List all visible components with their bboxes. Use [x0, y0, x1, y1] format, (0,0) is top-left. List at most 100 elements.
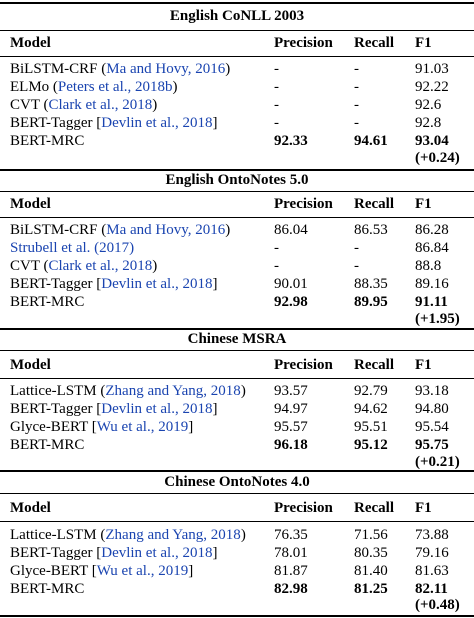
model-cell: BERT-Tagger [Devlin et al., 2018] — [10, 545, 218, 561]
citation-link[interactable]: Ma and Hovy, 2016 — [106, 61, 226, 77]
header-precision: Precision — [274, 357, 333, 373]
model-name: BiLSTM-CRF — [10, 61, 98, 77]
model-name: CVT — [10, 97, 40, 113]
model-name: BERT-Tagger — [10, 401, 93, 417]
section-rule — [0, 493, 474, 494]
header-rule — [0, 378, 474, 379]
header-precision: Precision — [274, 196, 333, 212]
precision-cell: - — [274, 79, 279, 95]
precision-cell: 78.01 — [274, 545, 308, 561]
recall-cell: 95.51 — [354, 419, 388, 435]
table-row: BERT-Tagger [Devlin et al., 2018] - - 92… — [0, 114, 474, 132]
model-cell: Lattice-LSTM (Zhang and Yang, 2018) — [10, 527, 246, 543]
model-cell: BERT-Tagger [Devlin et al., 2018] — [10, 115, 218, 131]
f1-cell: 94.80 — [415, 401, 449, 417]
table-row: BERT-Tagger [Devlin et al., 2018] 90.01 … — [0, 275, 474, 293]
recall-cell: - — [354, 115, 359, 131]
header-recall: Recall — [354, 35, 394, 51]
f1-cell: 93.04 — [415, 133, 449, 149]
f1-cell: 93.18 — [415, 383, 449, 399]
recall-cell: 86.53 — [354, 222, 388, 238]
table-row: BERT-MRC 82.98 81.25 82.11 — [0, 580, 474, 598]
precision-cell: 76.35 — [274, 527, 308, 543]
f1-cell: 92.8 — [415, 115, 442, 131]
header-f1: F1 — [415, 357, 432, 373]
header-model: Model — [10, 500, 51, 516]
f1-cell: 82.11 — [415, 581, 448, 597]
table-row: BERT-MRC 92.98 89.95 91.11 — [0, 293, 474, 311]
citation-link[interactable]: Wu et al., 2019 — [96, 419, 189, 435]
model-cell: BERT-Tagger [Devlin et al., 2018] — [10, 276, 218, 292]
table-row: BERT-MRC 96.18 95.12 95.75 — [0, 436, 474, 454]
model-name: Lattice-LSTM — [10, 383, 97, 399]
citation-link[interactable]: Clark et al., 2018 — [48, 258, 153, 274]
recall-cell: 94.62 — [354, 401, 388, 417]
precision-cell: 94.97 — [274, 401, 308, 417]
model-cell: ELMo (Peters et al., 2018b) — [10, 79, 178, 95]
header-row: Model Precision Recall F1 — [0, 34, 474, 52]
citation-link[interactable]: Clark et al., 2018 — [48, 97, 153, 113]
recall-cell: - — [354, 258, 359, 274]
table-row: Glyce-BERT [Wu et al., 2019] 95.57 95.51… — [0, 418, 474, 436]
recall-cell: - — [354, 79, 359, 95]
f1-cell: 86.84 — [415, 240, 449, 256]
citation-link[interactable]: Devlin et al., 2018 — [101, 276, 213, 292]
citation-link[interactable]: Ma and Hovy, 2016 — [106, 222, 226, 238]
recall-cell: 89.95 — [354, 294, 388, 310]
model-name: BERT-MRC — [10, 294, 85, 310]
header-rule — [0, 217, 474, 218]
recall-cell: 80.35 — [354, 545, 388, 561]
recall-cell: - — [354, 61, 359, 77]
f1-cell: 88.8 — [415, 258, 442, 274]
citation-link[interactable]: Devlin et al., 2018 — [101, 115, 213, 131]
table-row: CVT (Clark et al., 2018) - - 88.8 — [0, 257, 474, 275]
model-name: BERT-MRC — [10, 437, 85, 453]
precision-cell: - — [274, 240, 279, 256]
f1-cell: 89.16 — [415, 276, 449, 292]
precision-cell: - — [274, 258, 279, 274]
f1-cell: 73.88 — [415, 527, 449, 543]
citation-link[interactable]: Zhang and Yang, 2018 — [105, 383, 241, 399]
header-row: Model Precision Recall F1 — [0, 499, 474, 517]
citation-link[interactable]: Strubell et al. (2017) — [10, 240, 135, 256]
precision-cell: - — [274, 61, 279, 77]
header-model: Model — [10, 35, 51, 51]
citation-link[interactable]: Zhang and Yang, 2018 — [105, 527, 241, 543]
f1-cell: 92.6 — [415, 97, 442, 113]
model-cell: BiLSTM-CRF (Ma and Hovy, 2016) — [10, 61, 231, 77]
citation-link[interactable]: Devlin et al., 2018 — [101, 401, 213, 417]
precision-cell: 95.57 — [274, 419, 308, 435]
header-rule — [0, 56, 474, 57]
header-recall: Recall — [354, 196, 394, 212]
recall-cell: 81.40 — [354, 563, 388, 579]
table-row: BERT-Tagger [Devlin et al., 2018] 94.97 … — [0, 400, 474, 418]
citation-link[interactable]: Peters et al., 2018b — [57, 79, 173, 95]
section-top-rule — [0, 470, 474, 472]
table-row: Glyce-BERT [Wu et al., 2019] 81.87 81.40… — [0, 562, 474, 580]
header-precision: Precision — [274, 35, 333, 51]
table-row: BERT-Tagger [Devlin et al., 2018] 78.01 … — [0, 544, 474, 562]
section-top-rule — [0, 169, 474, 171]
top-rule — [0, 2, 474, 4]
header-rule — [0, 521, 474, 522]
section-rule — [0, 191, 474, 192]
section-title: Chinese MSRA — [187, 331, 287, 347]
recall-cell: 95.12 — [354, 437, 388, 453]
f1-cell: 91.11 — [415, 294, 448, 310]
citation-link[interactable]: Wu et al., 2019 — [96, 563, 189, 579]
model-name: BERT-MRC — [10, 581, 85, 597]
recall-cell: 94.61 — [354, 133, 388, 149]
bottom-rule — [0, 615, 474, 617]
model-cell: CVT (Clark et al., 2018) — [10, 97, 158, 113]
precision-cell: 82.98 — [274, 581, 308, 597]
f1-delta: (+0.48) — [415, 597, 460, 613]
model-name: Glyce-BERT — [10, 563, 88, 579]
citation-link[interactable]: Devlin et al., 2018 — [101, 545, 213, 561]
section-rule — [0, 350, 474, 351]
recall-cell: 88.35 — [354, 276, 388, 292]
header-model: Model — [10, 196, 51, 212]
f1-cell: 81.63 — [415, 563, 449, 579]
recall-cell: - — [354, 240, 359, 256]
f1-cell: 79.16 — [415, 545, 449, 561]
